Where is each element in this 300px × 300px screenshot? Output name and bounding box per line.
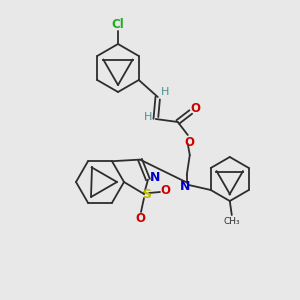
Text: CH₃: CH₃ xyxy=(224,217,240,226)
Text: O: O xyxy=(191,103,201,116)
Text: O: O xyxy=(135,212,145,226)
Text: O: O xyxy=(160,184,170,197)
Text: H: H xyxy=(144,112,152,122)
Text: O: O xyxy=(185,136,195,148)
Text: H: H xyxy=(160,87,169,97)
Text: N: N xyxy=(180,181,190,194)
Text: Cl: Cl xyxy=(112,17,124,31)
Text: S: S xyxy=(142,188,152,202)
Text: N: N xyxy=(150,171,160,184)
